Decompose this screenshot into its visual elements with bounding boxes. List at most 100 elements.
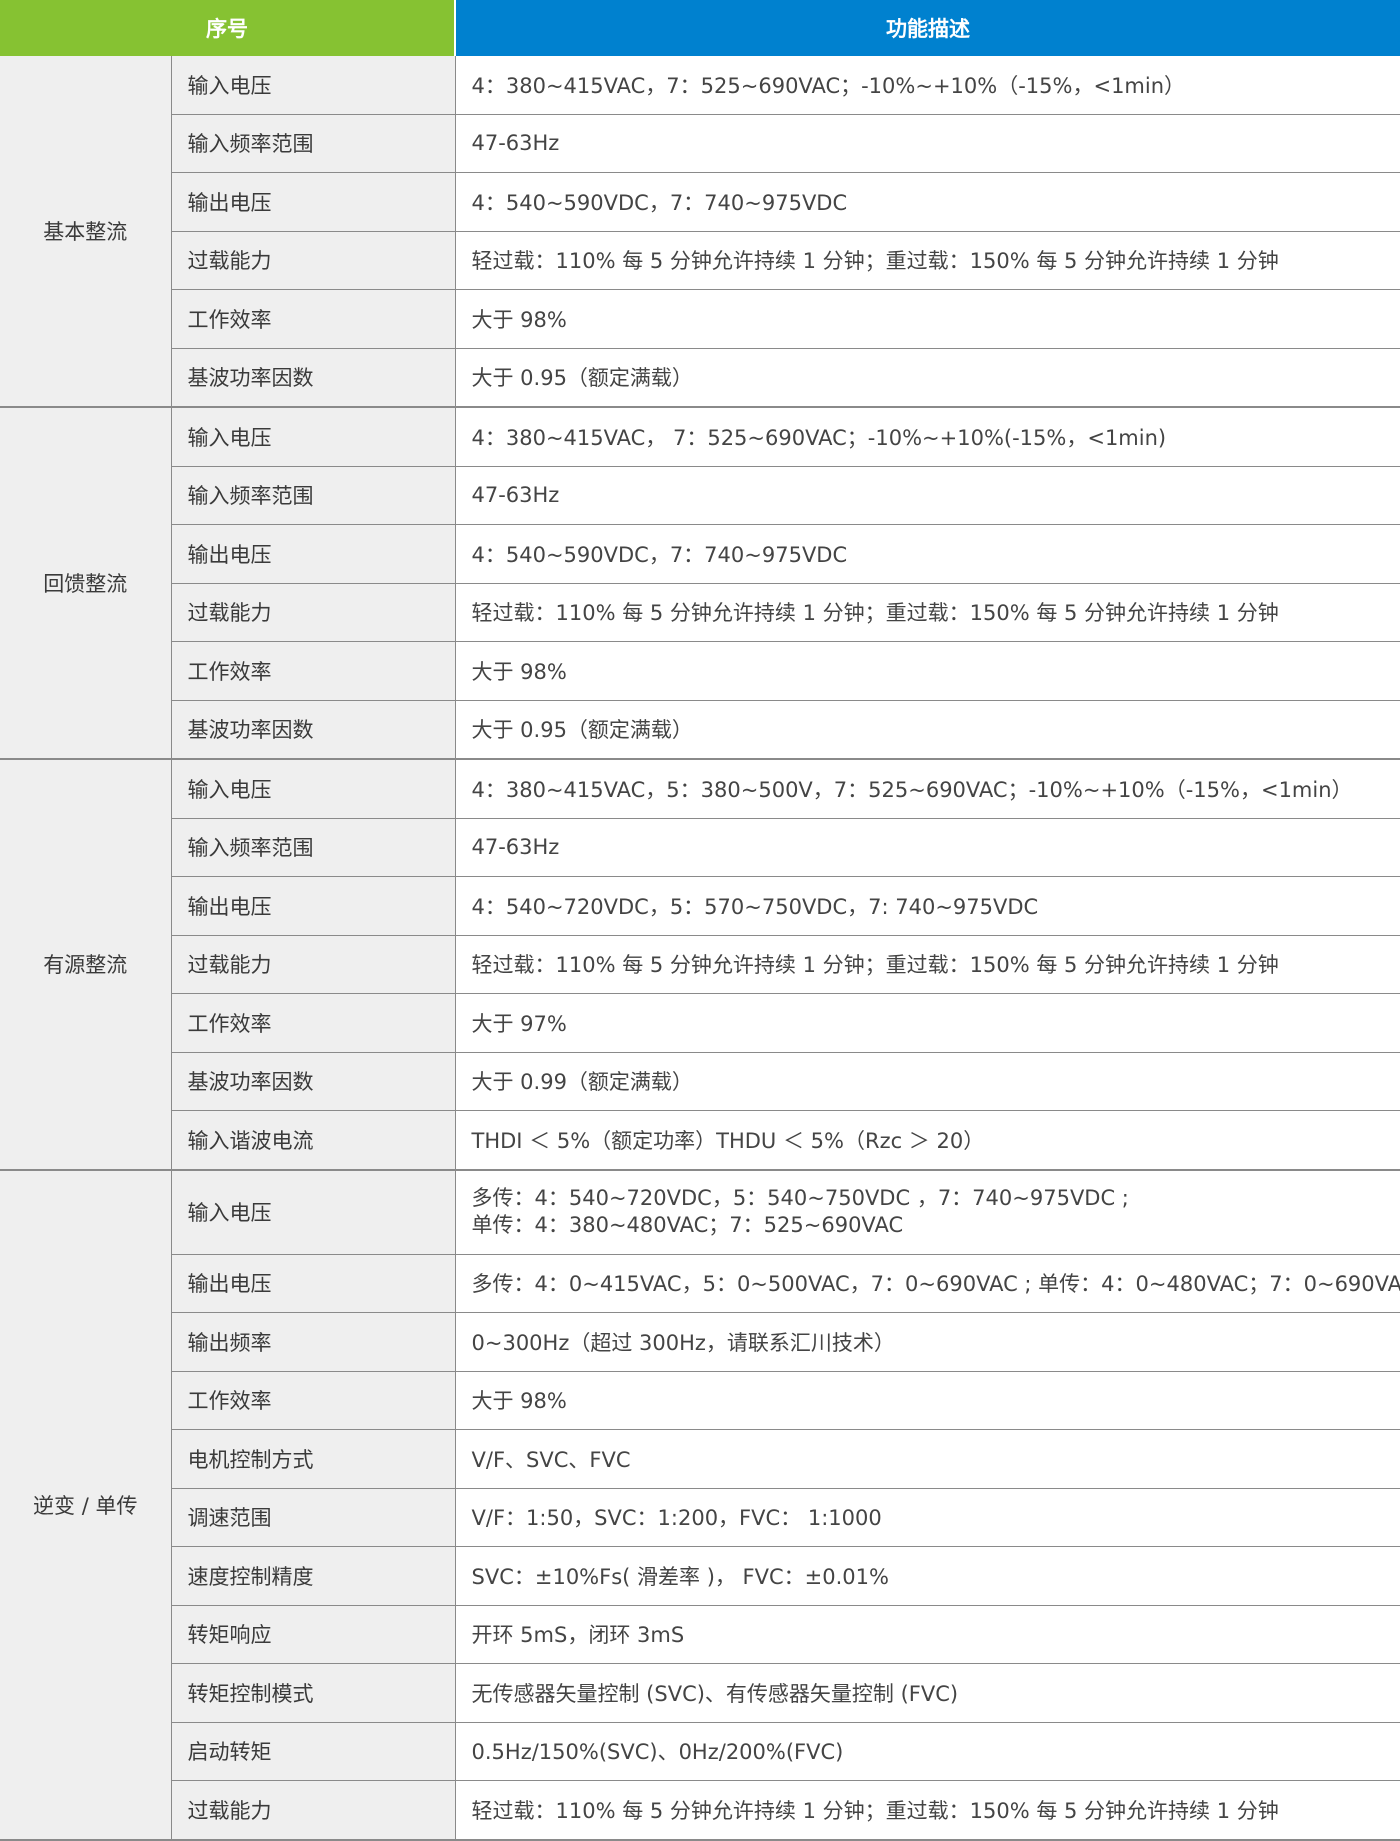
header-index: 序号 (0, 0, 455, 56)
item-description: SVC：±10%Fs( 滑差率 )， FVC：±0.01% (455, 1547, 1400, 1606)
item-description: 无传感器矢量控制 (SVC)、有传感器矢量控制 (FVC) (455, 1664, 1400, 1723)
item-label: 输出电压 (171, 525, 455, 584)
item-description: 4：540~590VDC，7：740~975VDC (455, 525, 1400, 584)
table-row: 基波功率因数大于 0.95（额定满载） (0, 700, 1400, 759)
item-description: 0~300Hz（超过 300Hz，请联系汇川技术） (455, 1313, 1400, 1372)
item-description: 轻过载：110% 每 5 分钟允许持续 1 分钟；重过载：150% 每 5 分钟… (455, 231, 1400, 290)
item-label: 输入电压 (171, 759, 455, 818)
item-description: 大于 0.99（额定满载） (455, 1052, 1400, 1111)
table-row: 输出电压多传：4：0~415VAC，5：0~500VAC，7：0~690VAC … (0, 1254, 1400, 1313)
table-row: 基波功率因数大于 0.95（额定满载） (0, 348, 1400, 407)
item-label: 启动转矩 (171, 1722, 455, 1781)
table-row: 过载能力轻过载：110% 每 5 分钟允许持续 1 分钟；重过载：150% 每 … (0, 935, 1400, 994)
item-description: 4：540~590VDC，7：740~975VDC (455, 173, 1400, 232)
item-label: 工作效率 (171, 994, 455, 1053)
item-description: 0.5Hz/150%(SVC)、0Hz/200%(FVC) (455, 1722, 1400, 1781)
item-label: 过载能力 (171, 231, 455, 290)
item-description: 轻过载：110% 每 5 分钟允许持续 1 分钟；重过载：150% 每 5 分钟… (455, 583, 1400, 642)
item-description: 大于 0.95（额定满载） (455, 700, 1400, 759)
item-label: 输入电压 (171, 1170, 455, 1255)
item-description: 大于 98% (455, 1371, 1400, 1430)
description-line: 多传：4：540~720VDC，5：540~750VDC ，7：740~975V… (472, 1185, 1400, 1212)
header-description: 功能描述 (455, 0, 1400, 56)
item-label: 调速范围 (171, 1488, 455, 1547)
item-description: 大于 0.95（额定满载） (455, 348, 1400, 407)
item-description: 4：380~415VAC，7：525~690VAC；-10%~+10%（-15%… (455, 56, 1400, 114)
item-label: 过载能力 (171, 583, 455, 642)
group-label: 回馈整流 (0, 407, 171, 759)
item-description: 轻过载：110% 每 5 分钟允许持续 1 分钟；重过载：150% 每 5 分钟… (455, 1781, 1400, 1840)
table-row: 过载能力轻过载：110% 每 5 分钟允许持续 1 分钟；重过载：150% 每 … (0, 1781, 1400, 1840)
item-description: 多传：4：540~720VDC，5：540~750VDC ，7：740~975V… (455, 1170, 1400, 1255)
table-row: 过载能力轻过载：110% 每 5 分钟允许持续 1 分钟；重过载：150% 每 … (0, 231, 1400, 290)
item-label: 输入电压 (171, 56, 455, 114)
item-label: 速度控制精度 (171, 1547, 455, 1606)
item-label: 过载能力 (171, 1781, 455, 1840)
table-row: 转矩响应开环 5mS，闭环 3mS (0, 1605, 1400, 1664)
item-description: 大于 97% (455, 994, 1400, 1053)
item-label: 转矩控制模式 (171, 1664, 455, 1723)
item-label: 过载能力 (171, 935, 455, 994)
item-description: V/F：1:50，SVC：1:200，FVC： 1:1000 (455, 1488, 1400, 1547)
item-description: 47-63Hz (455, 466, 1400, 525)
table-row: 工作效率大于 98% (0, 1371, 1400, 1430)
item-description: 大于 98% (455, 642, 1400, 701)
table-row: 转矩控制模式无传感器矢量控制 (SVC)、有传感器矢量控制 (FVC) (0, 1664, 1400, 1723)
table-row: 基波功率因数大于 0.99（额定满载） (0, 1052, 1400, 1111)
group-label: 基本整流 (0, 56, 171, 407)
item-label: 输入频率范围 (171, 114, 455, 173)
item-label: 输入电压 (171, 407, 455, 466)
description-line: 单传：4：380~480VAC；7：525~690VAC (472, 1212, 1400, 1239)
item-description: 4：540~720VDC，5：570~750VDC，7: 740~975VDC (455, 877, 1400, 936)
table-row: 逆变 / 单传输入电压多传：4：540~720VDC，5：540~750VDC … (0, 1170, 1400, 1255)
item-label: 工作效率 (171, 642, 455, 701)
item-label: 输入频率范围 (171, 818, 455, 877)
item-label: 输入谐波电流 (171, 1111, 455, 1170)
item-label: 输出频率 (171, 1313, 455, 1372)
item-label: 输出电压 (171, 877, 455, 936)
item-label: 基波功率因数 (171, 1052, 455, 1111)
item-label: 输出电压 (171, 173, 455, 232)
item-description: 开环 5mS，闭环 3mS (455, 1605, 1400, 1664)
item-label: 基波功率因数 (171, 348, 455, 407)
item-description: 47-63Hz (455, 114, 1400, 173)
table-row: 工作效率大于 98% (0, 290, 1400, 349)
table-row: 工作效率大于 98% (0, 642, 1400, 701)
item-label: 转矩响应 (171, 1605, 455, 1664)
item-description: 多传：4：0~415VAC，5：0~500VAC，7：0~690VAC ; 单传… (455, 1254, 1400, 1313)
item-description: 轻过载：110% 每 5 分钟允许持续 1 分钟；重过载：150% 每 5 分钟… (455, 935, 1400, 994)
item-label: 工作效率 (171, 1371, 455, 1430)
table-row: 工作效率大于 97% (0, 994, 1400, 1053)
item-label: 输出电压 (171, 1254, 455, 1313)
item-label: 基波功率因数 (171, 700, 455, 759)
item-label: 电机控制方式 (171, 1430, 455, 1489)
item-description: THDI ＜ 5%（额定功率）THDU ＜ 5%（Rzc ＞ 20） (455, 1111, 1400, 1170)
item-description: 4：380~415VAC， 7：525~690VAC；-10%~+10%(-15… (455, 407, 1400, 466)
group-label: 有源整流 (0, 759, 171, 1170)
group-label: 逆变 / 单传 (0, 1170, 171, 1840)
item-label: 工作效率 (171, 290, 455, 349)
item-description: 47-63Hz (455, 818, 1400, 877)
item-description: V/F、SVC、FVC (455, 1430, 1400, 1489)
table-header-row: 序号 功能描述 (0, 0, 1400, 56)
item-description: 大于 98% (455, 290, 1400, 349)
item-label: 输入频率范围 (171, 466, 455, 525)
item-description: 4：380~415VAC，5：380~500V，7：525~690VAC；-10… (455, 759, 1400, 818)
table-row: 过载能力轻过载：110% 每 5 分钟允许持续 1 分钟；重过载：150% 每 … (0, 583, 1400, 642)
